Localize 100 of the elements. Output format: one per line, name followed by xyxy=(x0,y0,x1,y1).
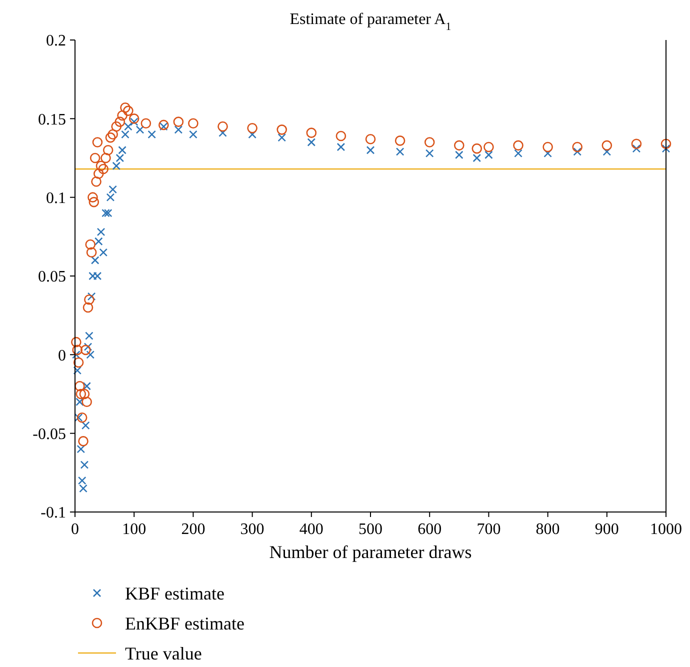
point xyxy=(542,142,553,152)
point xyxy=(136,126,144,134)
point xyxy=(336,142,346,152)
point xyxy=(82,396,92,408)
point xyxy=(484,150,493,160)
point xyxy=(79,484,88,493)
point xyxy=(91,176,102,187)
point xyxy=(307,138,316,146)
point xyxy=(174,126,183,134)
point xyxy=(79,388,90,400)
point xyxy=(188,118,198,129)
point xyxy=(123,106,134,116)
y-tick-label: 0.2 xyxy=(46,32,66,50)
point xyxy=(306,128,317,138)
point xyxy=(121,130,130,139)
point xyxy=(173,116,184,127)
point xyxy=(73,357,84,368)
point xyxy=(111,121,122,132)
point xyxy=(82,382,91,390)
x-tick-label: 300 xyxy=(240,521,264,538)
point xyxy=(90,256,100,264)
x-tick-label: 800 xyxy=(536,521,560,538)
point xyxy=(602,140,612,151)
point xyxy=(114,116,126,127)
point xyxy=(94,237,103,246)
point xyxy=(602,148,612,156)
y-tick-label: 0 xyxy=(58,347,66,364)
point xyxy=(148,130,156,139)
point xyxy=(572,142,582,152)
x-tick-label: 900 xyxy=(594,521,619,538)
y-tick-label: 0.1 xyxy=(46,190,66,207)
point xyxy=(140,118,152,129)
point xyxy=(218,121,228,132)
point xyxy=(278,133,286,142)
point xyxy=(85,239,96,250)
point xyxy=(425,149,434,158)
x-tick-label: 400 xyxy=(299,521,324,538)
point xyxy=(86,350,95,359)
point xyxy=(82,302,94,313)
point xyxy=(573,148,582,156)
point xyxy=(106,193,115,202)
point xyxy=(84,342,92,351)
point xyxy=(660,138,672,149)
point xyxy=(631,138,642,149)
chart-title: Estimate of parameter A$_{1}$ xyxy=(290,11,452,33)
point xyxy=(71,336,82,348)
point xyxy=(76,388,86,400)
point xyxy=(105,132,116,143)
x-tick-label: 200 xyxy=(181,521,206,538)
point xyxy=(124,122,132,131)
point xyxy=(472,143,482,154)
point xyxy=(76,398,84,406)
point xyxy=(455,150,464,160)
point xyxy=(99,248,108,257)
point xyxy=(96,160,106,172)
point xyxy=(88,196,100,208)
x-tick-label: 600 xyxy=(418,521,442,538)
point xyxy=(87,292,96,301)
point xyxy=(117,110,128,121)
legend-label: EnKBF estimate xyxy=(125,613,244,634)
y-tick-label: -0.1 xyxy=(40,504,66,522)
point xyxy=(90,152,100,164)
point xyxy=(73,366,82,375)
point xyxy=(93,168,104,179)
point xyxy=(78,476,86,485)
point xyxy=(336,130,346,142)
point xyxy=(396,148,404,156)
point xyxy=(454,140,464,151)
point xyxy=(108,129,118,140)
point xyxy=(365,134,376,144)
point xyxy=(472,154,482,162)
point xyxy=(424,137,435,148)
x-tick-label: 500 xyxy=(358,521,382,538)
point xyxy=(84,294,94,305)
point xyxy=(513,140,524,151)
point xyxy=(484,142,494,152)
point xyxy=(86,247,97,258)
point xyxy=(98,164,109,174)
x-tick-label: 100 xyxy=(122,521,146,538)
point xyxy=(108,185,117,194)
y-tick-label: 0.05 xyxy=(38,268,66,286)
point xyxy=(158,120,169,130)
legend-label: True value xyxy=(125,643,202,664)
x-tick-label: 0 xyxy=(71,521,79,538)
point xyxy=(76,444,86,454)
point xyxy=(96,228,106,236)
point xyxy=(72,344,83,356)
legend-label: KBF estimate xyxy=(125,583,225,604)
y-tick-label: -0.05 xyxy=(32,426,66,443)
point xyxy=(76,412,88,423)
point xyxy=(632,144,641,153)
point xyxy=(74,380,85,392)
point xyxy=(78,436,88,446)
point xyxy=(366,146,375,154)
point xyxy=(100,152,111,164)
point xyxy=(102,208,110,218)
point xyxy=(276,124,287,135)
point xyxy=(112,162,121,170)
point xyxy=(248,130,256,139)
point xyxy=(130,118,138,126)
